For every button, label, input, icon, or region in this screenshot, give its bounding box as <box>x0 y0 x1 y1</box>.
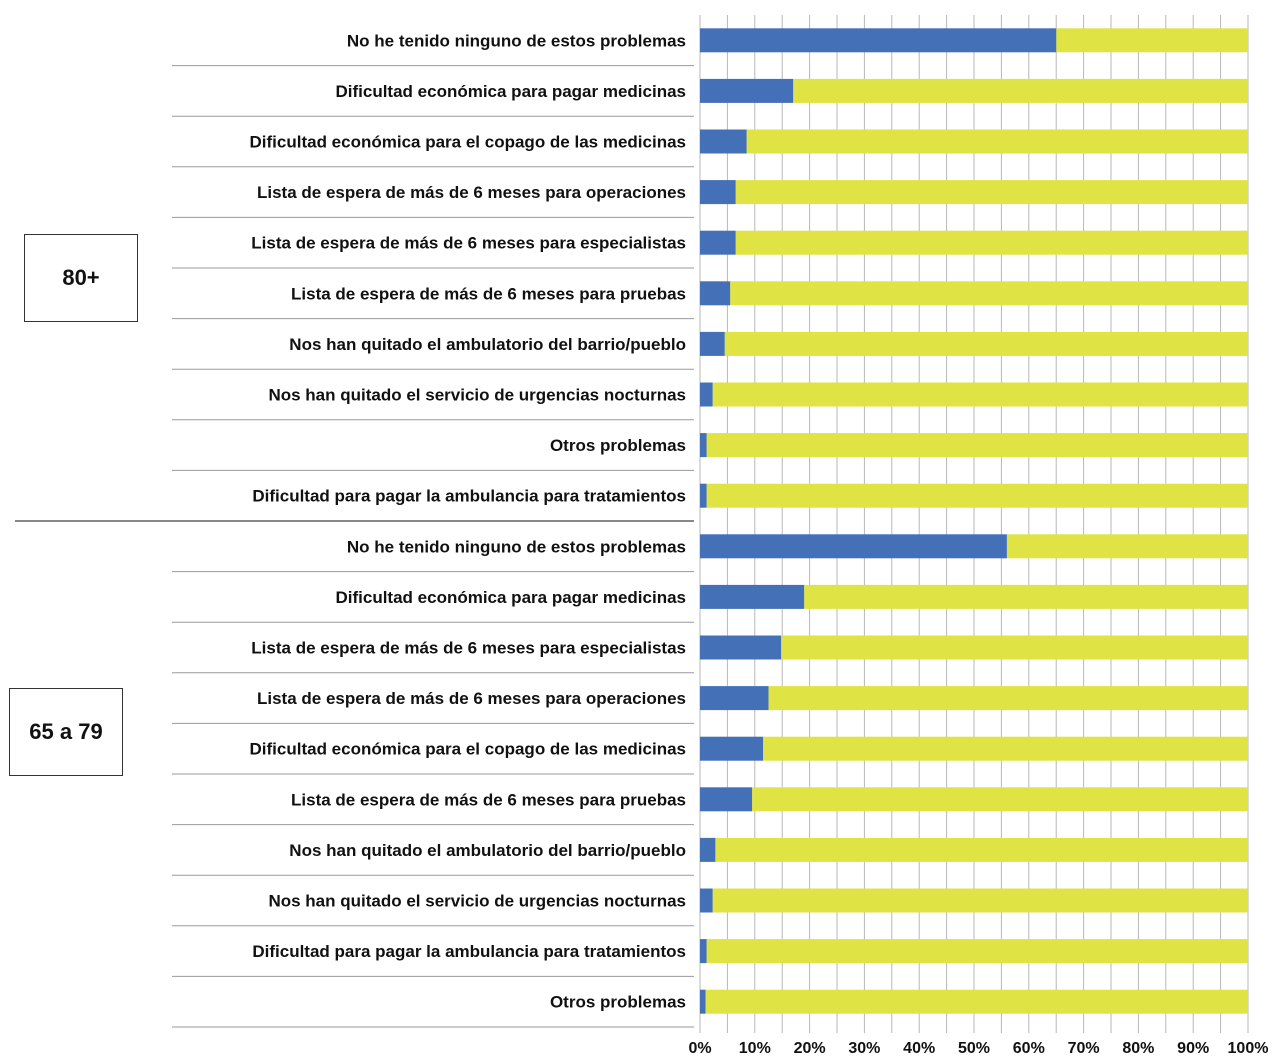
x-tick-label: 60% <box>1013 1040 1045 1057</box>
bar-value <box>700 989 706 1014</box>
x-tick-label: 20% <box>794 1040 826 1057</box>
bar-remainder <box>706 483 1248 508</box>
bar-row: Lista de espera de más de 6 meses para e… <box>172 230 1248 269</box>
x-tick-label: 80% <box>1122 1040 1154 1057</box>
bar-remainder <box>746 129 1248 154</box>
bar-remainder <box>712 382 1248 407</box>
category-label: No he tenido ninguno de estos problemas <box>347 537 686 556</box>
bar-row: Dificultad económica para pagar medicina… <box>172 584 1248 623</box>
group-label-65-a-79: 65 a 79 <box>9 688 123 776</box>
bar-remainder <box>752 787 1248 812</box>
bar-value <box>700 433 707 458</box>
bar-value <box>700 635 782 660</box>
bar-value <box>700 281 731 306</box>
category-label: Otros problemas <box>550 436 686 455</box>
bar-value <box>700 483 707 508</box>
x-tick-label: 90% <box>1177 1040 1209 1057</box>
bar-value <box>700 939 707 964</box>
bar-value <box>700 28 1057 53</box>
category-label: Lista de espera de más de 6 meses para o… <box>257 689 686 708</box>
bar-value <box>700 230 736 255</box>
x-tick-label: 10% <box>739 1040 771 1057</box>
bar-value <box>700 584 805 609</box>
bar-value <box>700 888 713 913</box>
bar-value <box>700 180 736 205</box>
category-label: Dificultad económica para el copago de l… <box>250 740 686 759</box>
category-label: Nos han quitado el ambulatorio del barri… <box>289 335 686 354</box>
bar-remainder <box>735 180 1248 205</box>
bar-remainder <box>763 736 1248 761</box>
category-rows: No he tenido ninguno de estos problemas D… <box>15 28 1248 1028</box>
category-label: Dificultad para pagar la ambulancia para… <box>252 942 686 961</box>
bar-remainder <box>735 230 1248 255</box>
bar-row: No he tenido ninguno de estos problemas <box>172 28 1248 67</box>
bar-remainder <box>712 888 1248 913</box>
x-tick-label: 100% <box>1228 1040 1269 1057</box>
category-label: Lista de espera de más de 6 meses para e… <box>251 234 686 253</box>
bar-remainder <box>1056 28 1248 53</box>
x-tick-label: 70% <box>1068 1040 1100 1057</box>
bar-remainder <box>706 939 1248 964</box>
bar-value <box>700 331 725 356</box>
category-label: Lista de espera de más de 6 meses para o… <box>257 183 686 202</box>
bar-remainder <box>706 433 1248 458</box>
bar-row: Dificultad para pagar la ambulancia para… <box>15 483 1248 522</box>
bar-value <box>700 78 794 103</box>
bar-row: Dificultad económica para el copago de l… <box>172 129 1248 168</box>
bar-row: Lista de espera de más de 6 meses para e… <box>172 635 1248 674</box>
category-label: Otros problemas <box>550 993 686 1012</box>
bar-remainder <box>768 686 1248 711</box>
bar-remainder <box>705 989 1248 1014</box>
bar-value <box>700 837 716 862</box>
bar-row: Nos han quitado el ambulatorio del barri… <box>172 331 1248 370</box>
category-label: No he tenido ninguno de estos problemas <box>347 31 686 50</box>
category-label: Dificultad económica para pagar medicina… <box>335 82 686 101</box>
x-tick-label: 0% <box>688 1040 711 1057</box>
bar-row: Nos han quitado el servicio de urgencias… <box>172 382 1248 421</box>
category-label: Dificultad para pagar la ambulancia para… <box>252 487 686 506</box>
category-label: Lista de espera de más de 6 meses para p… <box>291 790 686 809</box>
bar-row: Nos han quitado el ambulatorio del barri… <box>172 837 1248 876</box>
bar-value <box>700 787 753 812</box>
bar-row: Lista de espera de más de 6 meses para p… <box>172 787 1248 826</box>
bar-remainder <box>715 837 1248 862</box>
group-label-80-plus: 80+ <box>24 234 138 322</box>
x-axis-ticks: 0% 10% 20% 30% 40% 50% 60% 70% 80% 90% 100% <box>688 1040 1268 1057</box>
category-label: Nos han quitado el ambulatorio del barri… <box>289 841 686 860</box>
bar-row: Dificultad económica para pagar medicina… <box>172 78 1248 117</box>
category-label: Nos han quitado el servicio de urgencias… <box>268 386 686 405</box>
gridlines <box>699 15 1249 1033</box>
bar-row: Otros problemas <box>172 433 1248 471</box>
bar-remainder <box>793 78 1248 103</box>
bar-value <box>700 534 1007 559</box>
category-label: Dificultad económica para pagar medicina… <box>335 588 686 607</box>
bar-row: Lista de espera de más de 6 meses para p… <box>172 281 1248 320</box>
bar-remainder <box>1006 534 1248 559</box>
category-label: Lista de espera de más de 6 meses para e… <box>251 639 686 658</box>
bar-row: No he tenido ninguno de estos problemas <box>172 534 1248 573</box>
bar-value <box>700 129 747 154</box>
x-tick-label: 50% <box>958 1040 990 1057</box>
bar-value <box>700 736 764 761</box>
bar-remainder <box>781 635 1248 660</box>
category-label: Dificultad económica para el copago de l… <box>250 133 686 152</box>
bar-value <box>700 382 713 407</box>
bar-remainder <box>804 584 1248 609</box>
bar-remainder <box>730 281 1248 306</box>
bar-remainder <box>724 331 1248 356</box>
bar-row: Dificultad para pagar la ambulancia para… <box>172 939 1248 977</box>
x-tick-label: 40% <box>903 1040 935 1057</box>
bar-row: Otros problemas <box>172 989 1248 1028</box>
category-label: Nos han quitado el servicio de urgencias… <box>268 892 686 911</box>
bar-row: Dificultad económica para el copago de l… <box>172 736 1248 775</box>
bar-value <box>700 686 769 711</box>
bar-row: Lista de espera de más de 6 meses para o… <box>172 180 1248 218</box>
bar-row: Nos han quitado el servicio de urgencias… <box>172 888 1248 927</box>
category-label: Lista de espera de más de 6 meses para p… <box>291 284 686 303</box>
bar-row: Lista de espera de más de 6 meses para o… <box>172 686 1248 724</box>
x-tick-label: 30% <box>848 1040 880 1057</box>
